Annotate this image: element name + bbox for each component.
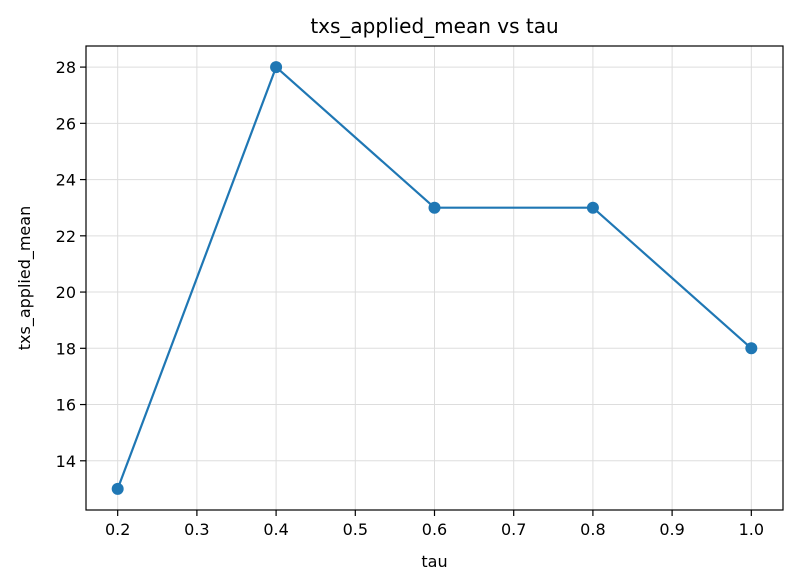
data-point [745, 342, 758, 355]
y-tick-label: 26 [56, 114, 76, 133]
x-tick-label: 0.4 [263, 520, 288, 539]
y-tick-label: 16 [56, 396, 76, 415]
x-tick-label: 0.8 [580, 520, 605, 539]
data-point [586, 201, 599, 214]
chart-title: txs_applied_mean vs tau [310, 14, 558, 38]
y-tick-label: 14 [56, 452, 76, 471]
x-axis-label: tau [421, 552, 447, 571]
x-tick-label: 0.9 [659, 520, 684, 539]
grid [86, 46, 783, 510]
data-point [428, 201, 441, 214]
x-tick-label: 1.0 [739, 520, 764, 539]
y-tick-label: 20 [56, 283, 76, 302]
x-tick-label: 0.5 [343, 520, 368, 539]
x-tick-label: 0.2 [105, 520, 130, 539]
y-axis-label: txs_applied_mean [15, 206, 35, 350]
y-tick-label: 22 [56, 227, 76, 246]
x-axis: 0.2 0.3 0.4 0.5 0.6 0.7 0.8 0.9 1.0 [105, 510, 764, 539]
y-tick-label: 18 [56, 339, 76, 358]
y-axis: 14 16 18 20 22 24 26 28 [56, 58, 86, 471]
x-tick-label: 0.6 [422, 520, 447, 539]
y-tick-label: 28 [56, 58, 76, 77]
y-tick-label: 24 [56, 171, 76, 190]
data-point [111, 482, 124, 495]
series [111, 61, 758, 495]
x-tick-label: 0.7 [501, 520, 526, 539]
data-point [270, 61, 283, 74]
x-tick-label: 0.3 [184, 520, 209, 539]
